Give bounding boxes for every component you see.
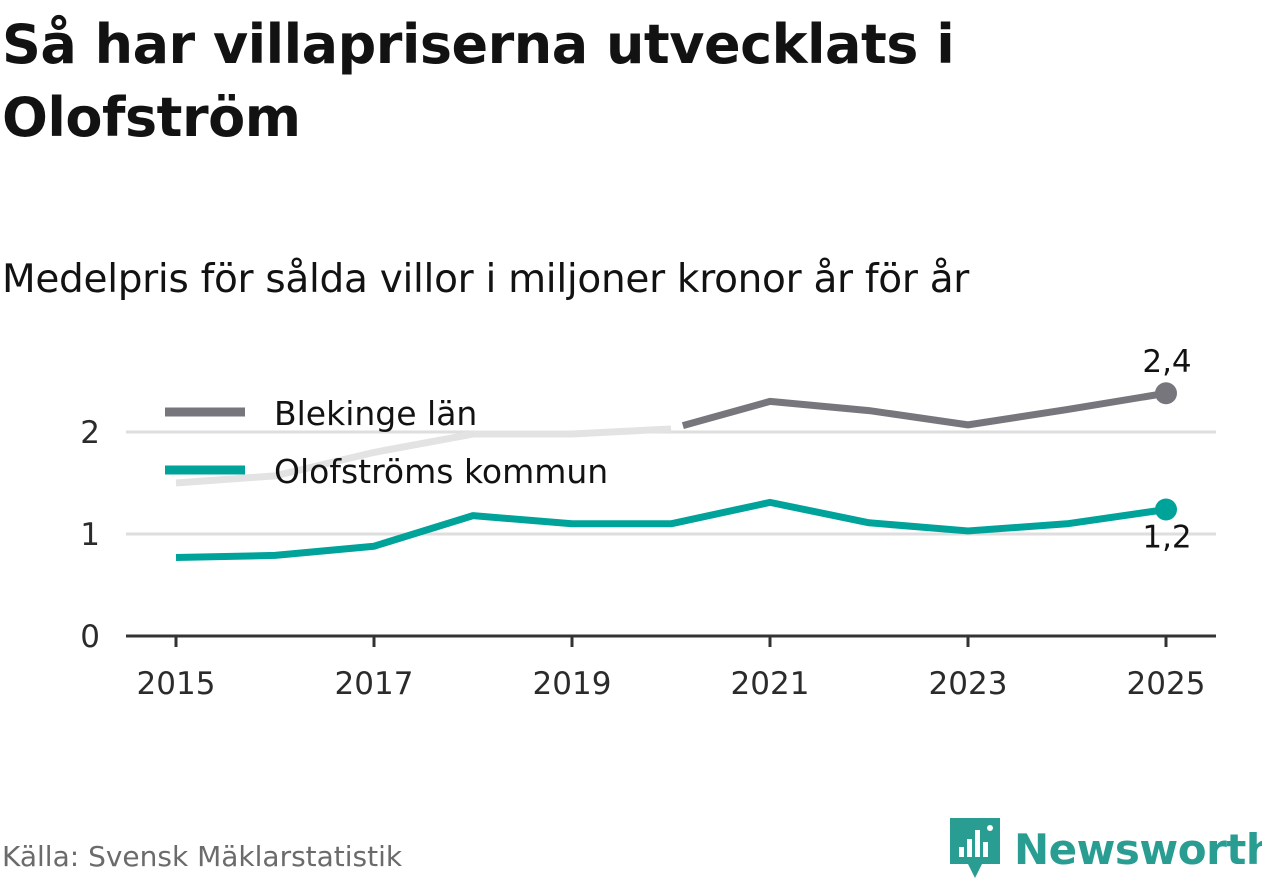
series-end-point-olofstrom xyxy=(1155,498,1177,521)
axes: 0 1 2 2015 2017 2019 2021 2023 2025 xyxy=(80,415,1216,702)
newsworthy-logo-icon xyxy=(950,818,1000,878)
series-lines xyxy=(175,382,1177,561)
source-note: Källa: Svensk Mäklarstatistik xyxy=(2,840,403,873)
series-line-blekinge-faded xyxy=(175,425,672,487)
chart-title: Så har villapriserna utvecklats i Olofst… xyxy=(2,13,955,149)
x-tick-label-2021: 2021 xyxy=(731,666,810,702)
series-line-olofstrom xyxy=(175,498,1167,561)
x-tick-label-2023: 2023 xyxy=(929,666,1008,702)
y-tick-label-0: 0 xyxy=(80,619,100,655)
legend-label-olofstrom: Olofströms kommun xyxy=(274,452,608,491)
x-tick-label-2025: 2025 xyxy=(1127,666,1206,702)
series-line-blekinge xyxy=(681,389,1167,430)
end-label-olofstrom: 1,2 xyxy=(1142,520,1191,556)
y-tick-label-2: 2 xyxy=(80,415,100,451)
x-tick-label-2017: 2017 xyxy=(335,666,414,702)
end-labels: 2,4 1,2 xyxy=(1142,344,1191,555)
legend-label-blekinge: Blekinge län xyxy=(274,394,477,433)
x-tick-label-2015: 2015 xyxy=(137,666,216,702)
y-tick-label-1: 1 xyxy=(80,517,100,553)
x-tick-label-2019: 2019 xyxy=(533,666,612,702)
legend: Blekinge län Olofströms kommun xyxy=(165,394,608,491)
brand-name: Newsworthy xyxy=(1014,824,1262,874)
series-end-point-blekinge xyxy=(1155,382,1177,405)
brand-logo: Newsworthy xyxy=(950,818,1262,880)
chart-subtitle: Medelpris för sålda villor i miljoner kr… xyxy=(2,257,970,302)
end-label-blekinge: 2,4 xyxy=(1142,344,1191,380)
